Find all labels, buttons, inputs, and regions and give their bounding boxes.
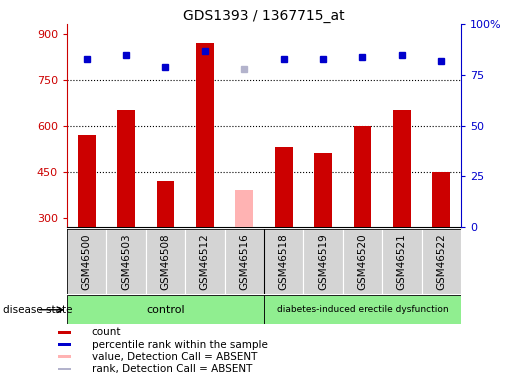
Text: GSM46518: GSM46518 xyxy=(279,233,288,290)
Text: GSM46519: GSM46519 xyxy=(318,233,328,290)
Bar xyxy=(185,229,225,294)
Bar xyxy=(67,295,264,324)
Bar xyxy=(58,368,71,370)
Bar xyxy=(433,172,450,227)
Text: value, Detection Call = ABSENT: value, Detection Call = ABSENT xyxy=(92,352,257,362)
Bar xyxy=(354,126,371,227)
Text: GSM46522: GSM46522 xyxy=(436,233,446,290)
Text: GSM46521: GSM46521 xyxy=(397,233,407,290)
Text: diabetes-induced erectile dysfunction: diabetes-induced erectile dysfunction xyxy=(277,305,448,314)
Bar xyxy=(67,229,107,294)
Bar xyxy=(235,190,253,227)
Text: rank, Detection Call = ABSENT: rank, Detection Call = ABSENT xyxy=(92,364,252,374)
Text: GSM46503: GSM46503 xyxy=(121,233,131,290)
Bar xyxy=(117,110,135,227)
Title: GDS1393 / 1367715_at: GDS1393 / 1367715_at xyxy=(183,9,345,23)
Bar xyxy=(225,229,264,294)
Bar xyxy=(314,153,332,227)
Bar xyxy=(107,229,146,294)
Bar xyxy=(58,331,71,334)
Text: GSM46508: GSM46508 xyxy=(161,233,170,290)
Text: GSM46516: GSM46516 xyxy=(239,233,249,290)
Text: disease state: disease state xyxy=(3,305,72,315)
Bar xyxy=(382,229,421,294)
Text: GSM46512: GSM46512 xyxy=(200,233,210,290)
Bar xyxy=(264,229,303,294)
Bar xyxy=(343,229,382,294)
Bar xyxy=(303,229,343,294)
Bar xyxy=(157,181,174,227)
Bar xyxy=(146,229,185,294)
Text: GSM46520: GSM46520 xyxy=(357,233,367,290)
Bar xyxy=(58,356,71,358)
Bar xyxy=(78,135,95,227)
Text: control: control xyxy=(146,305,185,315)
Bar xyxy=(196,43,214,227)
Bar xyxy=(58,343,71,346)
Bar xyxy=(393,110,410,227)
Bar xyxy=(422,229,461,294)
Text: count: count xyxy=(92,327,121,338)
Bar xyxy=(275,147,293,227)
Bar xyxy=(264,295,461,324)
Text: GSM46500: GSM46500 xyxy=(82,233,92,290)
Text: percentile rank within the sample: percentile rank within the sample xyxy=(92,339,267,350)
